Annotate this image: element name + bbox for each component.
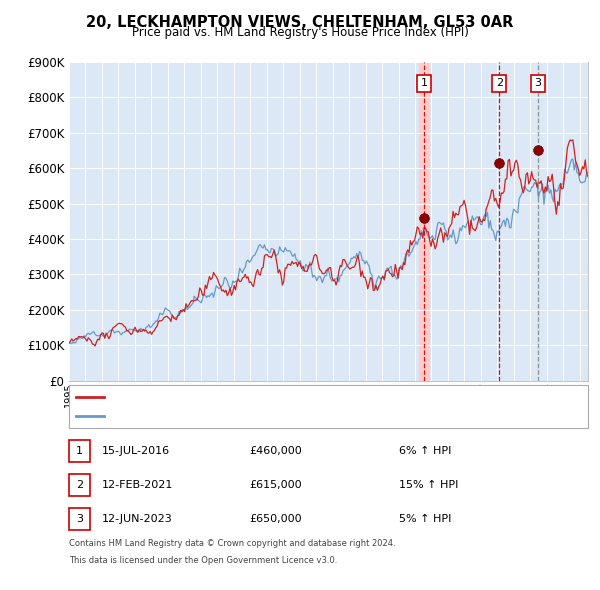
- Text: 20, LECKHAMPTON VIEWS, CHELTENHAM, GL53 0AR (detached house): 20, LECKHAMPTON VIEWS, CHELTENHAM, GL53 …: [108, 392, 458, 402]
- Bar: [494, 62, 505, 381]
- Text: 12-JUN-2023: 12-JUN-2023: [102, 514, 173, 524]
- Text: £615,000: £615,000: [249, 480, 302, 490]
- Text: 3: 3: [534, 78, 541, 88]
- Text: £460,000: £460,000: [249, 446, 302, 455]
- Text: 1: 1: [421, 78, 427, 88]
- Text: Price paid vs. HM Land Registry's House Price Index (HPI): Price paid vs. HM Land Registry's House …: [131, 26, 469, 39]
- Text: 2: 2: [76, 480, 83, 490]
- Text: 15% ↑ HPI: 15% ↑ HPI: [399, 480, 458, 490]
- Text: 3: 3: [76, 514, 83, 524]
- Bar: [419, 62, 429, 381]
- Text: HPI: Average price, detached house, Cheltenham: HPI: Average price, detached house, Chel…: [108, 411, 353, 421]
- Text: £650,000: £650,000: [249, 514, 302, 524]
- Text: 15-JUL-2016: 15-JUL-2016: [102, 446, 170, 455]
- Text: 12-FEB-2021: 12-FEB-2021: [102, 480, 173, 490]
- Text: 20, LECKHAMPTON VIEWS, CHELTENHAM, GL53 0AR: 20, LECKHAMPTON VIEWS, CHELTENHAM, GL53 …: [86, 15, 514, 30]
- Text: This data is licensed under the Open Government Licence v3.0.: This data is licensed under the Open Gov…: [69, 556, 337, 565]
- Text: Contains HM Land Registry data © Crown copyright and database right 2024.: Contains HM Land Registry data © Crown c…: [69, 539, 395, 548]
- Text: 2: 2: [496, 78, 503, 88]
- Bar: [533, 62, 542, 381]
- Text: 1: 1: [76, 446, 83, 455]
- Text: 6% ↑ HPI: 6% ↑ HPI: [399, 446, 451, 455]
- Text: 5% ↑ HPI: 5% ↑ HPI: [399, 514, 451, 524]
